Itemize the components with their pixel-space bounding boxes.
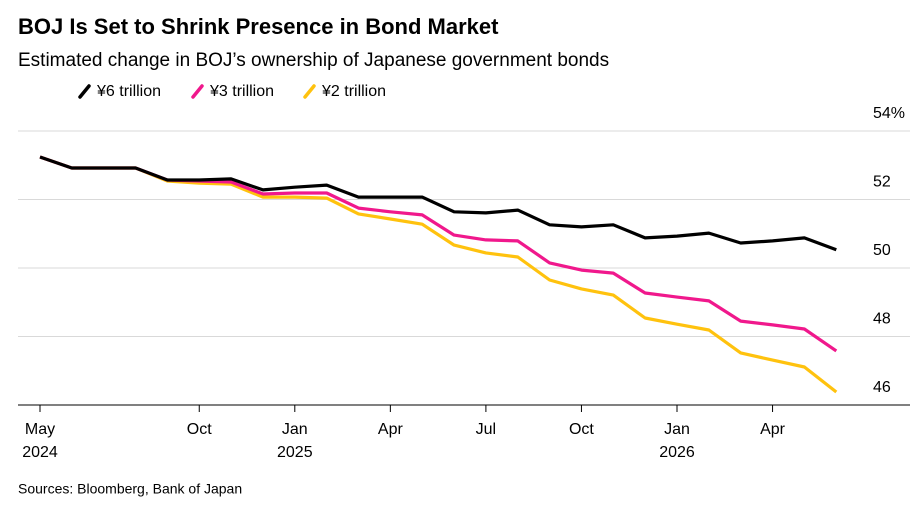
legend-label: ¥3 trillion [209, 83, 274, 100]
source: Sources: Bloomberg, Bank of Japan [18, 481, 242, 497]
chart-title: BOJ Is Set to Shrink Presence in Bond Ma… [18, 14, 499, 39]
series-line [39, 155, 837, 252]
legend-label: ¥6 trillion [96, 83, 161, 100]
legend-swatch [78, 84, 91, 99]
y-tick-label: 52 [873, 174, 891, 191]
x-tick-label: Jan 2026 [659, 421, 695, 461]
x-tick-label: Apr [377, 421, 403, 438]
x-tick-label: Oct [186, 421, 212, 438]
x-tick-label: Apr [760, 421, 785, 438]
y-tick-label: 50 [873, 242, 891, 259]
x-tick-label: Jan 2025 [277, 421, 313, 461]
y-tick-label: 48 [873, 311, 891, 328]
series-line [39, 155, 838, 394]
y-tick-label: 54% [873, 105, 905, 122]
chart-subtitle: Estimated change in BOJ’s ownership of J… [18, 50, 609, 71]
y-tick-label: 46 [873, 379, 891, 396]
legend-swatch [191, 84, 204, 99]
x-tick-label: Oct [568, 421, 594, 438]
legend-label: ¥2 trillion [321, 83, 386, 100]
legend-swatch [303, 84, 316, 99]
x-tick-label: Jul [475, 421, 497, 438]
x-tick-label: May 2024 [22, 421, 58, 461]
series-line [39, 155, 838, 353]
